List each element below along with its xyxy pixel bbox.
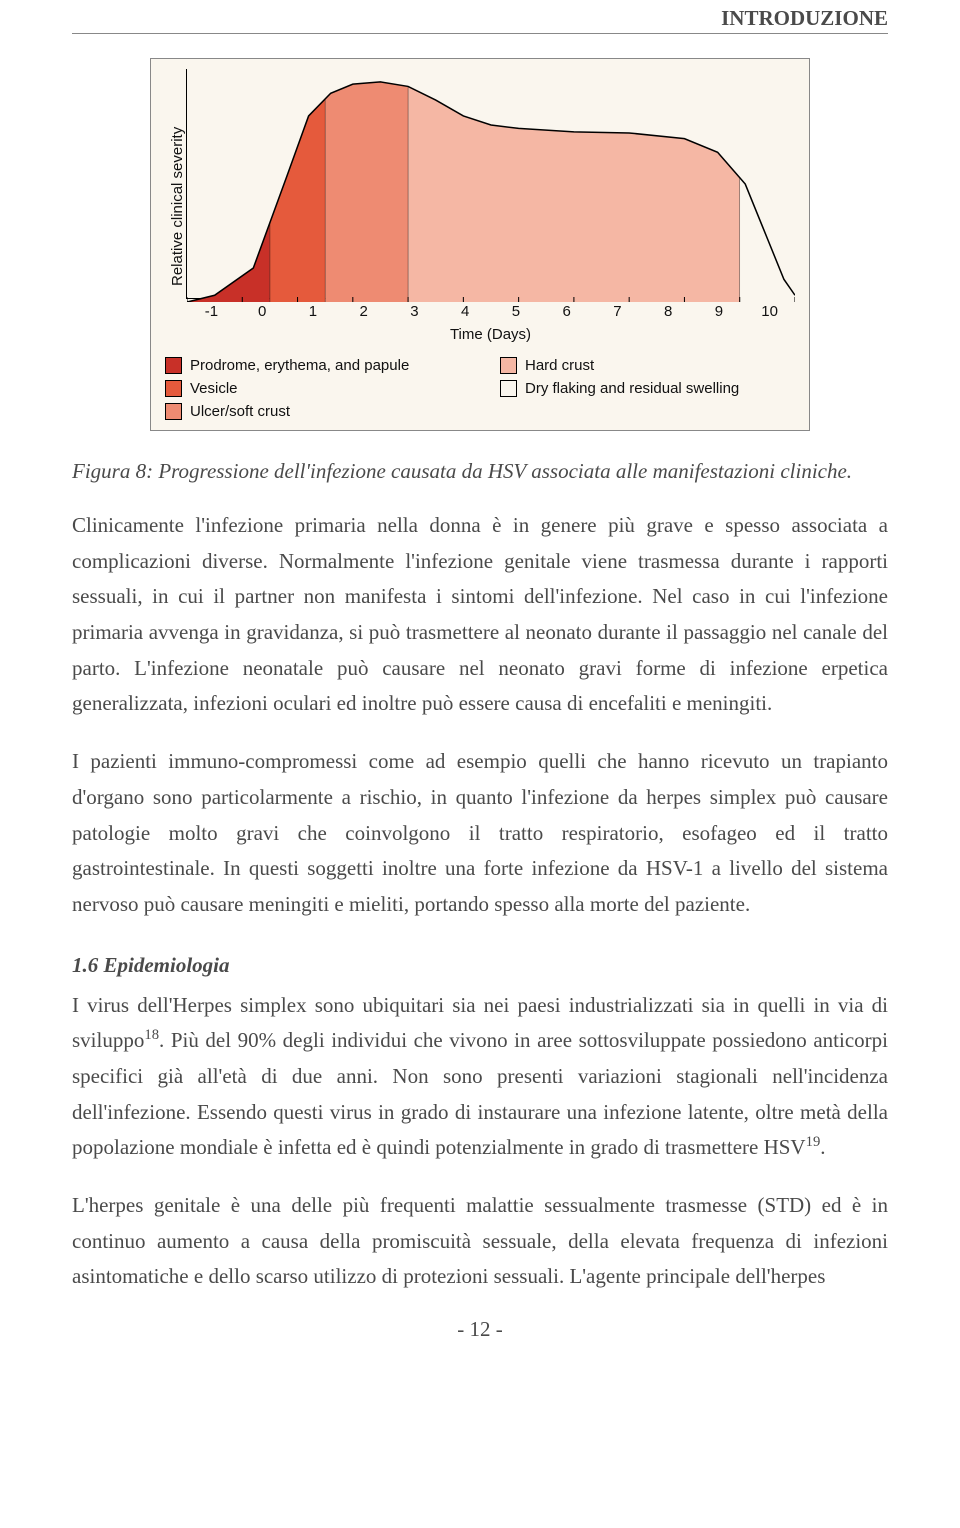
plot-svg (187, 69, 795, 302)
figure-caption: Figura 8: Progressione dell'infezione ca… (72, 459, 888, 484)
p3-text-b: . Più del 90% degli individui che vivono… (72, 1028, 888, 1159)
legend-swatch (165, 357, 182, 374)
page-number: - 12 - (72, 1317, 888, 1342)
legend-swatch (165, 380, 182, 397)
legend-item: Prodrome, erythema, and papule (165, 357, 460, 374)
x-tick-label: 8 (643, 303, 694, 320)
legend-swatch (500, 380, 517, 397)
p3-text-c: . (820, 1135, 825, 1159)
header-rule (72, 33, 888, 34)
x-tick-label: 7 (592, 303, 643, 320)
legend: Prodrome, erythema, and papule Hard crust… (165, 357, 795, 420)
legend-item: Ulcer/soft crust (165, 403, 460, 420)
x-axis-label: Time (Days) (186, 326, 795, 343)
x-tick-label: 6 (541, 303, 592, 320)
section-header: INTRODUZIONE (72, 0, 888, 33)
x-tick-label: 10 (744, 303, 795, 320)
x-tick-label: 9 (694, 303, 745, 320)
x-ticks: -1012345678910 (186, 303, 795, 320)
x-tick-label: 4 (440, 303, 491, 320)
x-tick-label: -1 (186, 303, 237, 320)
x-tick-label: 5 (491, 303, 542, 320)
plot (186, 69, 795, 299)
legend-label: Hard crust (525, 357, 594, 374)
legend-item: Vesicle (165, 380, 460, 397)
paragraph-2: I pazienti immuno-compromessi come ad es… (72, 744, 888, 922)
legend-item: Hard crust (500, 357, 795, 374)
paragraph-3: I virus dell'Herpes simplex sono ubiquit… (72, 988, 888, 1166)
chart-area: Relative clinical severity -101234567891… (165, 69, 795, 343)
legend-label: Dry flaking and residual swelling (525, 380, 739, 397)
y-axis-label: Relative clinical severity (165, 69, 186, 343)
legend-label: Ulcer/soft crust (190, 403, 290, 420)
figure-8: Relative clinical severity -101234567891… (150, 58, 810, 431)
plot-box: -1012345678910 Time (Days) (186, 69, 795, 343)
x-tick-label: 3 (389, 303, 440, 320)
paragraph-4: L'herpes genitale è una delle più freque… (72, 1188, 888, 1295)
legend-swatch (165, 403, 182, 420)
x-tick-label: 0 (237, 303, 288, 320)
x-tick-label: 1 (288, 303, 339, 320)
citation-19: 19 (806, 1134, 821, 1150)
section-heading: 1.6 Epidemiologia (72, 953, 888, 978)
legend-item: Dry flaking and residual swelling (500, 380, 795, 397)
x-tick-label: 2 (338, 303, 389, 320)
legend-label: Prodrome, erythema, and papule (190, 357, 409, 374)
paragraph-1: Clinicamente l'infezione primaria nella … (72, 508, 888, 722)
legend-swatch (500, 357, 517, 374)
citation-18: 18 (144, 1027, 159, 1043)
legend-label: Vesicle (190, 380, 238, 397)
